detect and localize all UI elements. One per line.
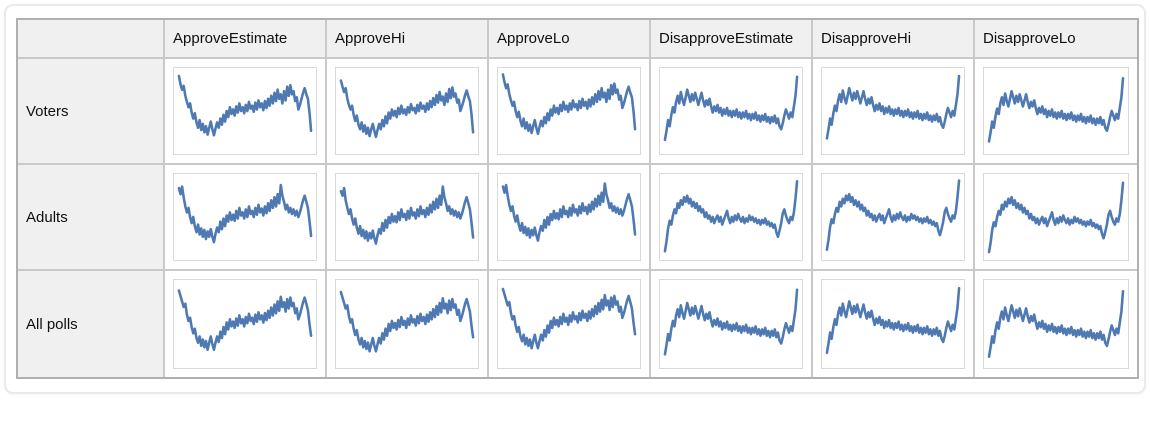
sparkline-cell-voters-approveestimate[interactable] bbox=[165, 59, 327, 165]
column-header-disapproveestimate[interactable]: DisapproveEstimate bbox=[651, 20, 813, 59]
sparkline bbox=[987, 290, 1125, 358]
column-header-approvelo[interactable]: ApproveLo bbox=[489, 20, 651, 59]
sparkline bbox=[987, 77, 1125, 143]
corner-cell bbox=[18, 20, 165, 59]
sparkline bbox=[825, 286, 961, 355]
sparkline bbox=[663, 288, 799, 356]
sparkline bbox=[177, 289, 313, 352]
sparkline bbox=[501, 73, 637, 136]
column-header-approvehi[interactable]: ApproveHi bbox=[327, 20, 489, 59]
row-label-voters[interactable]: Voters bbox=[18, 59, 165, 165]
sparkline-frame bbox=[821, 67, 965, 155]
sparkline-cell-all-polls-approveestimate[interactable] bbox=[165, 271, 327, 377]
sparkline-cell-all-polls-disapprovelo[interactable] bbox=[975, 271, 1137, 377]
sparkline-cell-all-polls-approvehi[interactable] bbox=[327, 271, 489, 377]
sparkline-cell-adults-disapprovelo[interactable] bbox=[975, 165, 1137, 271]
sparkline bbox=[987, 181, 1125, 254]
sparkline-cell-voters-approvehi[interactable] bbox=[327, 59, 489, 165]
row-label-all-polls[interactable]: All polls bbox=[18, 271, 165, 377]
column-header-disapprovelo[interactable]: DisapproveLo bbox=[975, 20, 1137, 59]
sparkline bbox=[501, 182, 637, 242]
sparkline bbox=[663, 75, 799, 142]
sparkline-cell-voters-disapprovelo[interactable] bbox=[975, 59, 1137, 165]
sparkline-cell-adults-approvehi[interactable] bbox=[327, 165, 489, 271]
sparkline bbox=[501, 287, 637, 350]
sparkline bbox=[339, 79, 475, 139]
sparkline bbox=[177, 183, 313, 244]
sparkline-cell-voters-approvelo[interactable] bbox=[489, 59, 651, 165]
sparkline bbox=[825, 179, 961, 251]
sparkline-cell-voters-disapproveestimate[interactable] bbox=[651, 59, 813, 165]
sparkline-cell-adults-approvelo[interactable] bbox=[489, 165, 651, 271]
sparkline-frame bbox=[659, 67, 803, 155]
sparkline-frame bbox=[659, 173, 803, 261]
sparkline bbox=[825, 74, 961, 140]
sparkline-frame bbox=[173, 173, 317, 261]
sparkline-cell-voters-disapprovehi[interactable] bbox=[813, 59, 975, 165]
sparkline-frame bbox=[659, 279, 803, 369]
sparkline-frame bbox=[335, 173, 479, 261]
sparkline-frame bbox=[821, 173, 965, 261]
sparkline-frame bbox=[335, 279, 479, 369]
sparkline-table: ApproveEstimate ApproveHi ApproveLo Disappr… bbox=[16, 18, 1139, 379]
sparkline bbox=[663, 180, 799, 253]
viz-card: ApproveEstimate ApproveHi ApproveLo Disappr… bbox=[4, 4, 1146, 394]
sparkline-cell-adults-approveestimate[interactable] bbox=[165, 165, 327, 271]
sparkline bbox=[177, 74, 313, 137]
sparkline bbox=[339, 185, 475, 245]
sparkline bbox=[339, 290, 475, 353]
sparkline-frame bbox=[173, 279, 317, 369]
sparkline-cell-all-polls-disapproveestimate[interactable] bbox=[651, 271, 813, 377]
sparkline-frame bbox=[497, 279, 641, 369]
column-header-approveestimate[interactable]: ApproveEstimate bbox=[165, 20, 327, 59]
sparkline-cell-all-polls-approvelo[interactable] bbox=[489, 271, 651, 377]
sparkline-cell-adults-disapprovehi[interactable] bbox=[813, 165, 975, 271]
sparkline-cell-all-polls-disapprovehi[interactable] bbox=[813, 271, 975, 377]
sparkline-frame bbox=[497, 173, 641, 261]
sparkline-frame bbox=[983, 279, 1129, 369]
sparkline-frame bbox=[173, 67, 317, 155]
sparkline-frame bbox=[821, 279, 965, 369]
sparkline-frame bbox=[335, 67, 479, 155]
sparkline-frame bbox=[497, 67, 641, 155]
column-header-disapprovehi[interactable]: DisapproveHi bbox=[813, 20, 975, 59]
sparkline-frame bbox=[983, 67, 1129, 155]
sparkline-frame bbox=[983, 173, 1129, 261]
row-label-adults[interactable]: Adults bbox=[18, 165, 165, 271]
sparkline-cell-adults-disapproveestimate[interactable] bbox=[651, 165, 813, 271]
